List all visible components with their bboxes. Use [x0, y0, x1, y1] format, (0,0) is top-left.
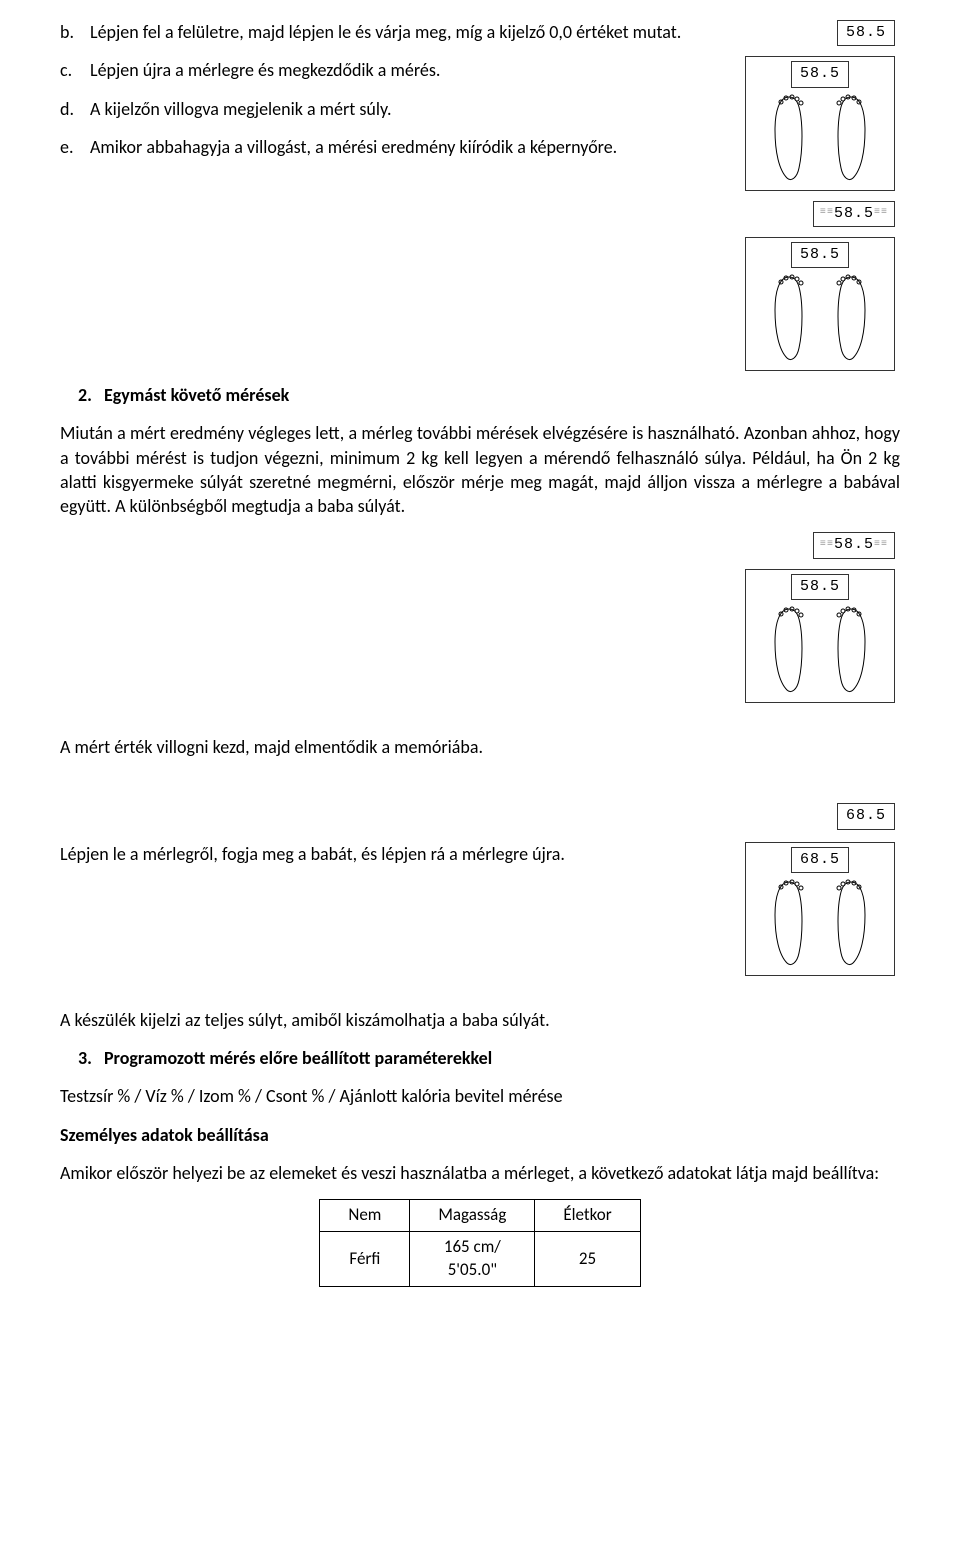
display-585-blink-2: 58.5 — [745, 532, 895, 558]
step-c-text: Lépjen újra a mérlegre és megkezdődik a … — [90, 58, 440, 82]
display-685-value: 68.5 — [837, 803, 895, 829]
section3-p2: Amikor először helyezi be az elemeket és… — [60, 1161, 900, 1185]
step-e-marker: e. — [60, 135, 80, 159]
th-eletkor: Életkor — [535, 1200, 640, 1232]
section2-p4: A készülék kijelzi az teljes súlyt, amib… — [60, 1008, 900, 1032]
defaults-table: Nem Magasság Életkor Férfi 165 cm/ 5'05.… — [319, 1199, 640, 1287]
display-585-top-value: 58.5 — [837, 20, 895, 46]
foot-left-icon — [767, 604, 811, 694]
foot-right-icon — [829, 877, 873, 967]
table-row: Férfi 165 cm/ 5'05.0" 25 — [320, 1232, 640, 1287]
section2-title: Egymást követő mérések — [104, 383, 289, 407]
step-e-text: Amikor abbahagyja a villogást, a mérési … — [90, 135, 617, 159]
step-e: e. Amikor abbahagyja a villogást, a méré… — [60, 135, 720, 159]
display-585-blink: 58.5 — [745, 201, 895, 227]
foot-left-icon — [767, 877, 811, 967]
th-nem: Nem — [320, 1200, 410, 1232]
display-585-blink-2-value: 58.5 — [813, 532, 895, 558]
foot-left-icon — [767, 92, 811, 182]
scale-fig2-display: 58.5 — [791, 242, 849, 268]
scale-fig4-feet — [767, 877, 873, 967]
foot-left-icon — [767, 272, 811, 362]
section3-title: Programozott mérés előre beállított para… — [104, 1046, 492, 1070]
section2-num: 2. — [78, 383, 92, 407]
step-b-marker: b. — [60, 20, 80, 44]
scale-figure-3: 58.5 — [745, 569, 895, 703]
step-d: d. A kijelzőn villogva megjelenik a mért… — [60, 97, 720, 121]
section3-p1: Testzsír % / Víz % / Izom % / Csont % / … — [60, 1084, 900, 1108]
foot-right-icon — [829, 272, 873, 362]
section2-p3-row: Lépjen le a mérlegről, fogja meg a babát… — [60, 842, 900, 976]
foot-right-icon — [829, 604, 873, 694]
section2-fig-col-2: 68.5 — [740, 773, 900, 829]
td-nem: Férfi — [320, 1232, 410, 1287]
section3-heading: 3. Programozott mérés előre beállított p… — [78, 1046, 900, 1070]
section2-fig-col-1: 58.5 58.5 — [740, 532, 900, 703]
step-d-text: A kijelzőn villogva megjelenik a mért sú… — [90, 97, 392, 121]
scale-fig2-feet — [767, 272, 873, 362]
section2-fig-col-3: 68.5 — [740, 842, 900, 976]
scale-figure-1: 58.5 — [745, 56, 895, 190]
step-c-marker: c. — [60, 58, 80, 82]
td-eletkor: 25 — [535, 1232, 640, 1287]
scale-fig1-feet — [767, 92, 873, 182]
step-b: b. Lépjen fel a felületre, majd lépjen l… — [60, 20, 720, 44]
table-header-row: Nem Magasság Életkor — [320, 1200, 640, 1232]
step-c: c. Lépjen újra a mérlegre és megkezdődik… — [60, 58, 720, 82]
steps-figures-col: 58.5 58.5 58.5 58.5 — [740, 20, 900, 371]
display-685: 68.5 — [745, 803, 895, 829]
foot-right-icon — [829, 92, 873, 182]
scale-figure-2: 58.5 — [745, 237, 895, 371]
section3-h2: Személyes adatok beállítása — [60, 1123, 900, 1147]
section2-fig-row-2: 68.5 — [60, 773, 900, 829]
section2-p1: Miután a mért eredmény végleges lett, a … — [60, 421, 900, 518]
scale-figure-4: 68.5 — [745, 842, 895, 976]
section2-heading: 2. Egymást követő mérések — [78, 383, 900, 407]
section2-p2: A mért érték villogni kezd, majd elmentő… — [60, 735, 900, 759]
scale-fig4-display: 68.5 — [791, 847, 849, 873]
step-b-text: Lépjen fel a felületre, majd lépjen le é… — [90, 20, 681, 44]
scale-fig3-display: 58.5 — [791, 574, 849, 600]
step-d-marker: d. — [60, 97, 80, 121]
section-steps-row: b. Lépjen fel a felületre, majd lépjen l… — [60, 20, 900, 371]
section3-num: 3. — [78, 1046, 92, 1070]
scale-fig3-feet — [767, 604, 873, 694]
lettered-list: b. Lépjen fel a felületre, majd lépjen l… — [60, 20, 720, 159]
scale-fig1-display: 58.5 — [791, 61, 849, 87]
display-585-blink-value: 58.5 — [813, 201, 895, 227]
th-magassag: Magasság — [410, 1200, 535, 1232]
display-585-top: 58.5 — [745, 20, 895, 46]
td-magassag: 165 cm/ 5'05.0" — [410, 1232, 535, 1287]
section2-fig-row-1: 58.5 58.5 — [60, 532, 900, 703]
section2-p3: Lépjen le a mérlegről, fogja meg a babát… — [60, 842, 565, 866]
steps-text-col: b. Lépjen fel a felületre, majd lépjen l… — [60, 20, 720, 173]
